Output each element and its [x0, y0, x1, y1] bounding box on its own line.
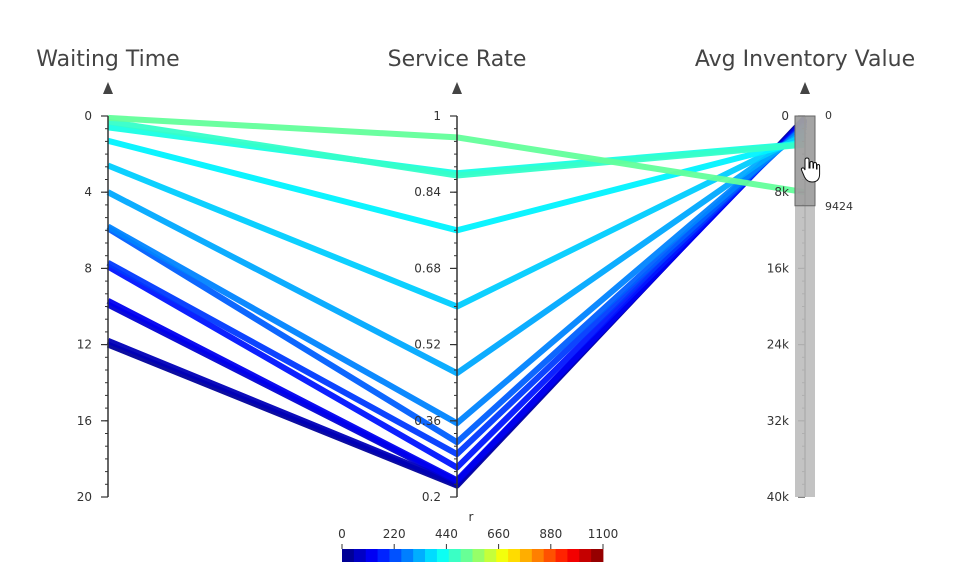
colorbar-swatch	[472, 549, 485, 562]
tick-label: 8k	[774, 185, 789, 199]
colorbar-swatch	[389, 549, 402, 562]
axis-title[interactable]: Service Rate	[388, 47, 527, 72]
colorbar-swatch	[342, 549, 355, 562]
colorbar-tick-label: 660	[487, 527, 510, 541]
colorbar-swatch	[413, 549, 426, 562]
colorbar: r 0 220 440 660 880 1100	[338, 510, 618, 562]
tick-label: 1	[433, 109, 441, 123]
colorbar-swatch	[365, 549, 378, 562]
tick-label: 20	[77, 490, 92, 504]
colorbar-swatch	[448, 549, 462, 562]
tick-label: 0.52	[414, 338, 441, 352]
colorbar-swatch	[519, 549, 533, 562]
colorbar-swatch	[353, 549, 367, 562]
colorbar-tick-label: 440	[435, 527, 458, 541]
brush-max-label: 9424	[825, 200, 853, 213]
tick-label: 4	[84, 185, 92, 199]
colorbar-title: r	[469, 510, 474, 524]
colorbar-tick-label: 220	[383, 527, 406, 541]
colorbar-swatch	[460, 549, 473, 562]
tick-label: 16k	[767, 261, 789, 275]
colorbar-swatch	[567, 549, 580, 562]
colorbar-swatch	[591, 549, 604, 562]
tick-label: 0.36	[414, 414, 441, 428]
axis-drag-arrow-icon[interactable]	[452, 82, 462, 94]
axis-drag-arrow-icon[interactable]	[103, 82, 113, 94]
tick-label: 0	[84, 109, 92, 123]
colorbar-swatch	[543, 549, 556, 562]
brush-track[interactable]	[795, 116, 815, 497]
colorbar-swatch	[555, 549, 568, 562]
colorbar-swatch	[579, 549, 592, 562]
colorbar-tick-label: 0	[338, 527, 346, 541]
tick-label: 24k	[767, 338, 789, 352]
tick-label: 12	[77, 338, 92, 352]
tick-label: 0.84	[414, 185, 441, 199]
axis-1: Waiting Time 0 4 8 12 16 20	[36, 47, 179, 504]
brush[interactable]: 0 9424	[794, 109, 853, 497]
tick-label: 0	[781, 109, 789, 123]
brush-min-label: 0	[825, 109, 832, 122]
hand-cursor-icon	[800, 157, 821, 183]
colorbar-swatch	[436, 549, 450, 562]
tick-label: 0.68	[414, 261, 441, 275]
colorbar-swatch	[496, 549, 509, 562]
axis-2: Service Rate 1 0.84 0.68 0.52 0.36 0.2	[388, 47, 527, 504]
tick-label: 32k	[767, 414, 789, 428]
colorbar-tick-label: 1100	[588, 527, 619, 541]
colorbar-swatch	[484, 549, 497, 562]
colorbar-swatch	[401, 549, 414, 562]
axis-drag-arrow-icon[interactable]	[800, 82, 810, 94]
colorbar-swatch	[377, 549, 390, 562]
tick-label: 16	[77, 414, 92, 428]
tick-label: 0.2	[422, 490, 441, 504]
axis-title[interactable]: Avg Inventory Value	[695, 47, 915, 72]
axis-title[interactable]: Waiting Time	[36, 47, 179, 72]
colorbar-swatch	[508, 549, 521, 562]
tick-label: 8	[84, 261, 92, 275]
tick-label: 40k	[767, 490, 789, 504]
colorbar-tick-label: 880	[539, 527, 562, 541]
colorbar-swatch	[531, 549, 545, 562]
colorbar-swatch	[425, 549, 438, 562]
